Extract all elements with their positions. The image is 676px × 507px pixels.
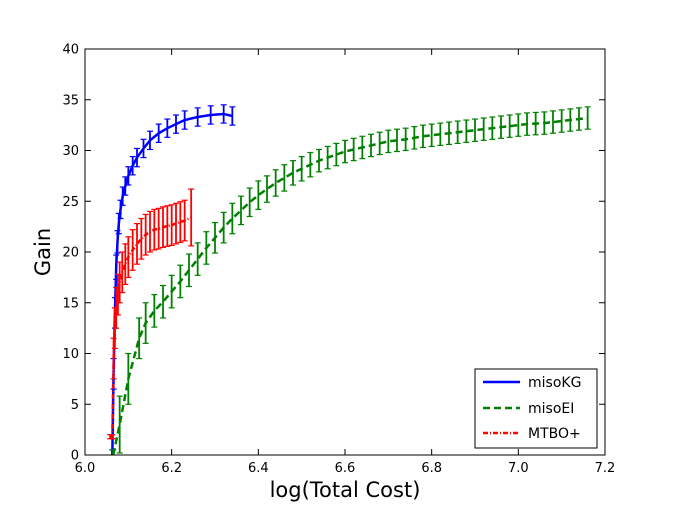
legend-label-miso-kg: misoKG	[528, 375, 581, 391]
y-tick-label: 25	[62, 195, 79, 210]
legend: misoKG misoEI MTBO+	[474, 368, 598, 449]
x-tick-label: 6.6	[335, 461, 356, 476]
y-tick-label: 35	[62, 93, 79, 108]
series-line-misokg	[111, 112, 233, 455]
series-line-mtbo	[110, 216, 192, 438]
x-tick-label: 6.0	[75, 461, 96, 476]
y-tick-label: 0	[71, 449, 79, 464]
x-tick-label: 6.8	[421, 461, 442, 476]
y-tick-label: 10	[62, 347, 79, 362]
y-tick-label: 30	[62, 144, 79, 159]
y-tick-label: 20	[62, 246, 79, 261]
legend-label-mtbo-plus: MTBO+	[528, 426, 581, 442]
x-axis-title: log(Total Cost)	[270, 478, 421, 502]
series-misoei	[110, 106, 591, 455]
y-axis-title: Gain	[31, 228, 55, 276]
series-mtbo	[107, 188, 195, 440]
y-tick-label: 15	[62, 296, 79, 311]
x-tick-label: 6.4	[248, 461, 269, 476]
x-tick-label: 6.2	[161, 461, 182, 476]
x-tick-label: 7.0	[508, 461, 529, 476]
y-tick-label: 40	[62, 43, 79, 58]
x-tick-label: 7.2	[595, 461, 616, 476]
legend-label-miso-ei: misoEI	[528, 401, 574, 417]
series-line-misoei	[111, 116, 588, 455]
y-tick-label: 5	[71, 398, 79, 413]
